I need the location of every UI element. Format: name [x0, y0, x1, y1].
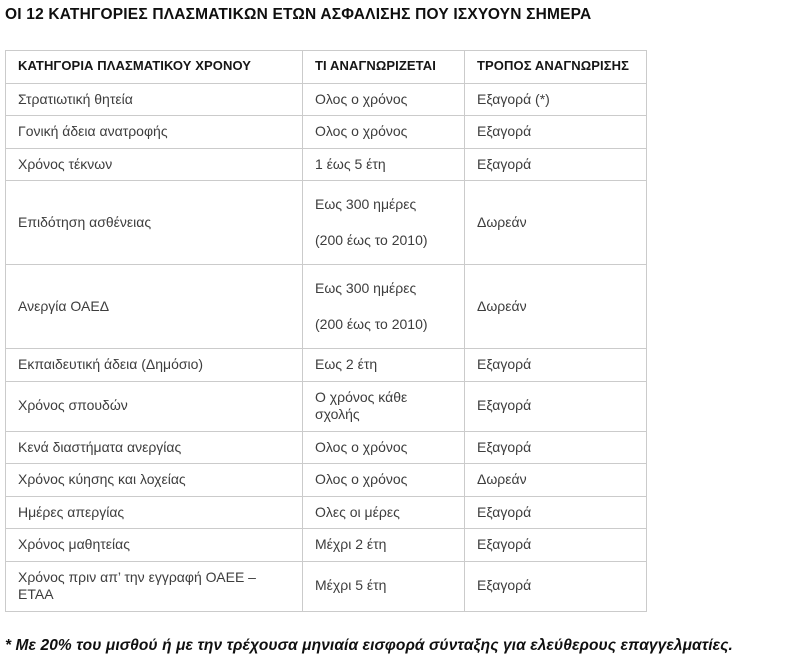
- cell-method: Εξαγορά: [464, 380, 647, 432]
- cell-category: Ανεργία ΟΑΕΔ: [5, 264, 303, 350]
- table-header-row: ΚΑΤΗΓΟΡΙΑ ΠΛΑΣΜΑΤΙΚΟΥ ΧΡΟΝΟΥ ΤΙ ΑΝΑΓΝΩΡΙ…: [5, 49, 647, 84]
- cell-recognized-line: Εως 300 ημέρες: [315, 279, 417, 296]
- table-row: Χρόνος κύησης και λοχείας Ολος ο χρόνος …: [5, 463, 647, 497]
- cell-category: Χρόνος μαθητείας: [5, 528, 303, 562]
- cell-recognized: Ο χρόνος κάθε σχολής: [302, 380, 465, 432]
- footnote: * Με 20% του μισθού ή με την τρέχουσα μη…: [5, 636, 733, 654]
- cell-recognized-line: 1 έως 5 έτη: [315, 155, 386, 172]
- cell-recognized: Ολος ο χρόνος: [302, 463, 465, 497]
- cell-recognized-line: Εως 2 έτη: [315, 356, 378, 373]
- cell-recognized-line: Ολες οι μέρες: [315, 503, 400, 520]
- cell-category: Επιδότηση ασθένειας: [5, 180, 303, 266]
- cell-recognized: Ολες οι μέρες: [302, 495, 465, 530]
- table-row: Γονική άδεια ανατροφής Ολος ο χρόνος Εξα…: [5, 115, 647, 149]
- cell-method: Εξαγορά: [464, 115, 647, 149]
- cell-method: Δωρεάν: [464, 264, 647, 350]
- cell-category: Στρατιωτική θητεία: [5, 82, 303, 117]
- cell-category: Χρόνος σπουδών: [5, 380, 303, 432]
- cell-recognized: Εως 2 έτη: [302, 348, 465, 382]
- cell-method: Εξαγορά: [464, 528, 647, 562]
- cell-recognized-line: Εως 300 ημέρες: [315, 195, 417, 212]
- cell-recognized: Μέχρι 5 έτη: [302, 560, 465, 612]
- cell-category: Χρόνος τέκνων: [5, 147, 303, 182]
- table-row: Χρόνος τέκνων 1 έως 5 έτη Εξαγορά: [5, 147, 647, 182]
- cell-recognized-line: (200 έως το 2010): [315, 316, 428, 333]
- cell-recognized-line: Ολος ο χρόνος: [315, 90, 408, 107]
- cell-recognized-line: Μέχρι 5 έτη: [315, 577, 387, 594]
- cell-recognized-line: Ολος ο χρόνος: [315, 123, 408, 140]
- page-title: ΟΙ 12 ΚΑΤΗΓΟΡΙΕΣ ΠΛΑΣΜΑΤΙΚΩΝ ΕΤΩΝ ΑΣΦΑΛΙ…: [5, 6, 592, 23]
- cell-recognized: Ολος ο χρόνος: [302, 115, 465, 149]
- cell-category: Χρόνος πριν απ’ την εγγραφή ΟΑΕΕ – ΕΤΑΑ: [5, 560, 303, 612]
- cell-recognized: Μέχρι 2 έτη: [302, 528, 465, 562]
- cell-category: Κενά διαστήματα ανεργίας: [5, 430, 303, 465]
- cell-recognized: 1 έως 5 έτη: [302, 147, 465, 182]
- table-row: Εκπαιδευτική άδεια (Δημόσιο) Εως 2 έτη Ε…: [5, 348, 647, 382]
- cell-category: Χρόνος κύησης και λοχείας: [5, 463, 303, 497]
- table-body: Στρατιωτική θητεία Ολος ο χρόνος Εξαγορά…: [5, 82, 647, 612]
- table-row: Στρατιωτική θητεία Ολος ο χρόνος Εξαγορά…: [5, 82, 647, 117]
- table-row: Χρόνος σπουδών Ο χρόνος κάθε σχολής Εξαγ…: [5, 380, 647, 432]
- cell-recognized-line: Ολος ο χρόνος: [315, 438, 408, 455]
- column-header-category: ΚΑΤΗΓΟΡΙΑ ΠΛΑΣΜΑΤΙΚΟΥ ΧΡΟΝΟΥ: [5, 49, 303, 84]
- table-row: Ημέρες απεργίας Ολες οι μέρες Εξαγορά: [5, 495, 647, 530]
- cell-method: Εξαγορά: [464, 495, 647, 530]
- cell-category: Γονική άδεια ανατροφής: [5, 115, 303, 149]
- cell-recognized-line: (200 έως το 2010): [315, 232, 428, 249]
- cell-recognized: Εως 300 ημέρες (200 έως το 2010): [302, 180, 465, 266]
- pension-categories-table: ΚΑΤΗΓΟΡΙΑ ΠΛΑΣΜΑΤΙΚΟΥ ΧΡΟΝΟΥ ΤΙ ΑΝΑΓΝΩΡΙ…: [5, 49, 647, 612]
- cell-recognized: Εως 300 ημέρες (200 έως το 2010): [302, 264, 465, 350]
- cell-recognized: Ολος ο χρόνος: [302, 82, 465, 117]
- table-row: Χρόνος μαθητείας Μέχρι 2 έτη Εξαγορά: [5, 528, 647, 562]
- cell-method: Εξαγορά: [464, 560, 647, 612]
- column-header-method: ΤΡΟΠΟΣ ΑΝΑΓΝΩΡΙΣΗΣ: [464, 49, 647, 84]
- cell-recognized-line: Ολος ο χρόνος: [315, 471, 408, 488]
- cell-recognized-line: Ο χρόνος κάθε σχολής: [315, 388, 408, 423]
- table-header: ΚΑΤΗΓΟΡΙΑ ΠΛΑΣΜΑΤΙΚΟΥ ΧΡΟΝΟΥ ΤΙ ΑΝΑΓΝΩΡΙ…: [5, 49, 647, 84]
- cell-method: Εξαγορά: [464, 147, 647, 182]
- table-row: Ανεργία ΟΑΕΔ Εως 300 ημέρες (200 έως το 2…: [5, 264, 647, 350]
- cell-method: Εξαγορά (*): [464, 82, 647, 117]
- cell-method: Εξαγορά: [464, 430, 647, 465]
- table-row: Κενά διαστήματα ανεργίας Ολος ο χρόνος Ε…: [5, 430, 647, 465]
- cell-recognized-line: Μέχρι 2 έτη: [315, 536, 387, 553]
- table-row: Χρόνος πριν απ’ την εγγραφή ΟΑΕΕ – ΕΤΑΑ …: [5, 560, 647, 612]
- table-row: Επιδότηση ασθένειας Εως 300 ημέρες (200 έ…: [5, 180, 647, 266]
- cell-method: Δωρεάν: [464, 180, 647, 266]
- column-header-recognized: ΤΙ ΑΝΑΓΝΩΡΙΖΕΤΑΙ: [302, 49, 465, 84]
- cell-method: Εξαγορά: [464, 348, 647, 382]
- cell-method: Δωρεάν: [464, 463, 647, 497]
- cell-recognized: Ολος ο χρόνος: [302, 430, 465, 465]
- cell-category: Εκπαιδευτική άδεια (Δημόσιο): [5, 348, 303, 382]
- cell-category: Ημέρες απεργίας: [5, 495, 303, 530]
